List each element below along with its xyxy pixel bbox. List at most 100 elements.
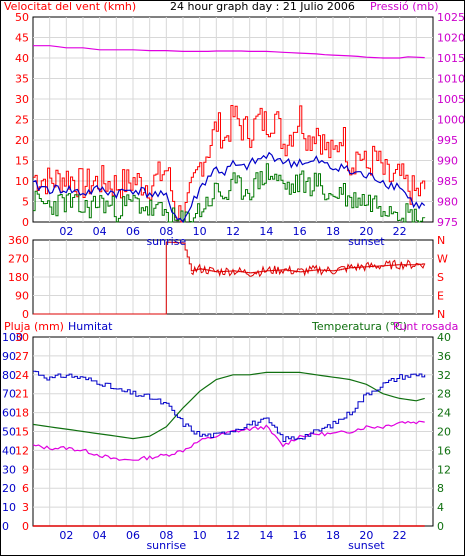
- wind-left-tick: 25: [15, 114, 29, 127]
- wind-left-tick: 20: [15, 134, 29, 147]
- direction-left-tick: 180: [8, 271, 29, 284]
- x-tick-label: 18: [326, 225, 340, 238]
- direction-right-tick: W: [437, 253, 448, 266]
- chart-title: 24 hour graph day : 21 Julio 2006: [170, 0, 355, 13]
- pressure-axis-label: Pressió (mb): [370, 0, 439, 13]
- temperature-tick: 4: [437, 501, 444, 514]
- x-tick-label: 06: [126, 225, 140, 238]
- humidity-tick: 30: [2, 463, 16, 476]
- wind-right-tick: 1015: [437, 52, 465, 65]
- x-tick-label: 10: [193, 529, 207, 542]
- rain-tick: 3: [22, 501, 29, 514]
- wind-right-tick: 1010: [437, 73, 465, 86]
- wind-right-tick: 1000: [437, 114, 465, 127]
- x-tick-label: 22: [393, 225, 407, 238]
- wind-right-tick: 1020: [437, 32, 465, 45]
- x-tick-label: 12: [226, 529, 240, 542]
- humidity-tick: 50: [2, 426, 16, 439]
- rain-tick: 6: [22, 482, 29, 495]
- wind-right-tick: 990: [437, 155, 458, 168]
- rain-tick: 30: [15, 331, 29, 344]
- x-tick-label: 06: [126, 529, 140, 542]
- dewpoint-line: [32, 420, 425, 461]
- humidity-tick: 70: [2, 388, 16, 401]
- x-tick-label: 04: [93, 529, 107, 542]
- x-tick-label: 20: [359, 225, 373, 238]
- sunset-label: sunset: [348, 539, 385, 552]
- temperature-tick: 20: [437, 426, 451, 439]
- pressure-line: [33, 45, 425, 59]
- rain-tick: 12: [15, 444, 29, 457]
- x-tick-label: 22: [393, 529, 407, 542]
- wind-left-tick: 35: [15, 73, 29, 86]
- wind-left-tick: 10: [15, 175, 29, 188]
- wind-left-tick: 45: [15, 32, 29, 45]
- temperature-tick: 24: [437, 407, 451, 420]
- direction-variation-line: [190, 259, 426, 278]
- x-tick-label: 02: [59, 529, 73, 542]
- direction-right-tick: E: [437, 290, 444, 303]
- wind-left-tick: 50: [15, 11, 29, 24]
- humidity-tick: 0: [2, 520, 9, 533]
- temperature-tick: 0: [437, 520, 444, 533]
- wind-min-line: [33, 163, 426, 223]
- wind-right-tick: 995: [437, 134, 458, 147]
- temperature-tick: 8: [437, 482, 444, 495]
- x-tick-label: 16: [293, 529, 307, 542]
- direction-left-tick: 90: [15, 290, 29, 303]
- rain-tick: 24: [15, 369, 29, 382]
- wind-left-tick: 30: [15, 93, 29, 106]
- temperature-tick: 32: [437, 369, 451, 382]
- temperature-tick: 12: [437, 463, 451, 476]
- wind-axis-label: Velocitat del vent (kmh): [4, 0, 136, 13]
- x-tick-label: 20: [359, 529, 373, 542]
- sunset-label: sunset: [348, 235, 385, 248]
- rain-tick: 18: [15, 407, 29, 420]
- wind-right-tick: 1005: [437, 93, 465, 106]
- direction-left-tick: 0: [22, 308, 29, 321]
- humidity-tick: 10: [2, 501, 16, 514]
- rain-tick: 27: [15, 350, 29, 363]
- temperature-tick: 40: [437, 331, 451, 344]
- direction-right-tick: N: [437, 308, 445, 321]
- sunrise-label: sunrise: [146, 539, 186, 552]
- direction-right-tick: N: [437, 234, 445, 247]
- x-tick-label: 02: [59, 225, 73, 238]
- direction-left-tick: 270: [8, 253, 29, 266]
- wind-right-tick: 1025: [437, 11, 465, 24]
- direction-left-tick: 360: [8, 234, 29, 247]
- x-tick-label: 08: [159, 225, 173, 238]
- wind-left-tick: 40: [15, 52, 29, 65]
- rain-axis-label: Pluja (mm): [4, 320, 64, 333]
- x-tick-label: 12: [226, 225, 240, 238]
- direction-right-tick: S: [437, 271, 444, 284]
- humidity-tick: 20: [2, 482, 16, 495]
- wind-average-line: [32, 151, 426, 224]
- wind-left-tick: 5: [22, 196, 29, 209]
- humidity-tick: 80: [2, 369, 16, 382]
- x-tick-label: 08: [159, 529, 173, 542]
- rain-tick: 21: [15, 388, 29, 401]
- rain-tick: 0: [22, 520, 29, 533]
- data-series: [32, 45, 426, 527]
- wind-left-tick: 0: [22, 216, 29, 229]
- temperature-line: [32, 371, 425, 440]
- temperature-axis-label: Temperatura (°C): [311, 320, 407, 333]
- wind-right-tick: 975: [437, 216, 458, 229]
- rain-tick: 15: [15, 426, 29, 439]
- wind-right-tick: 985: [437, 175, 458, 188]
- temperature-tick: 16: [437, 444, 451, 457]
- humidity-tick: 90: [2, 350, 16, 363]
- rain-tick: 9: [22, 463, 29, 476]
- temperature-tick: 28: [437, 388, 451, 401]
- x-tick-label: 14: [259, 225, 273, 238]
- humidity-axis-label: Humitat: [68, 320, 113, 333]
- x-tick-label: 16: [293, 225, 307, 238]
- temperature-tick: 36: [437, 350, 451, 363]
- humidity-line: [33, 370, 426, 442]
- humidity-tick: 60: [2, 407, 16, 420]
- wind-left-tick: 15: [15, 155, 29, 168]
- humidity-tick: 40: [2, 444, 16, 457]
